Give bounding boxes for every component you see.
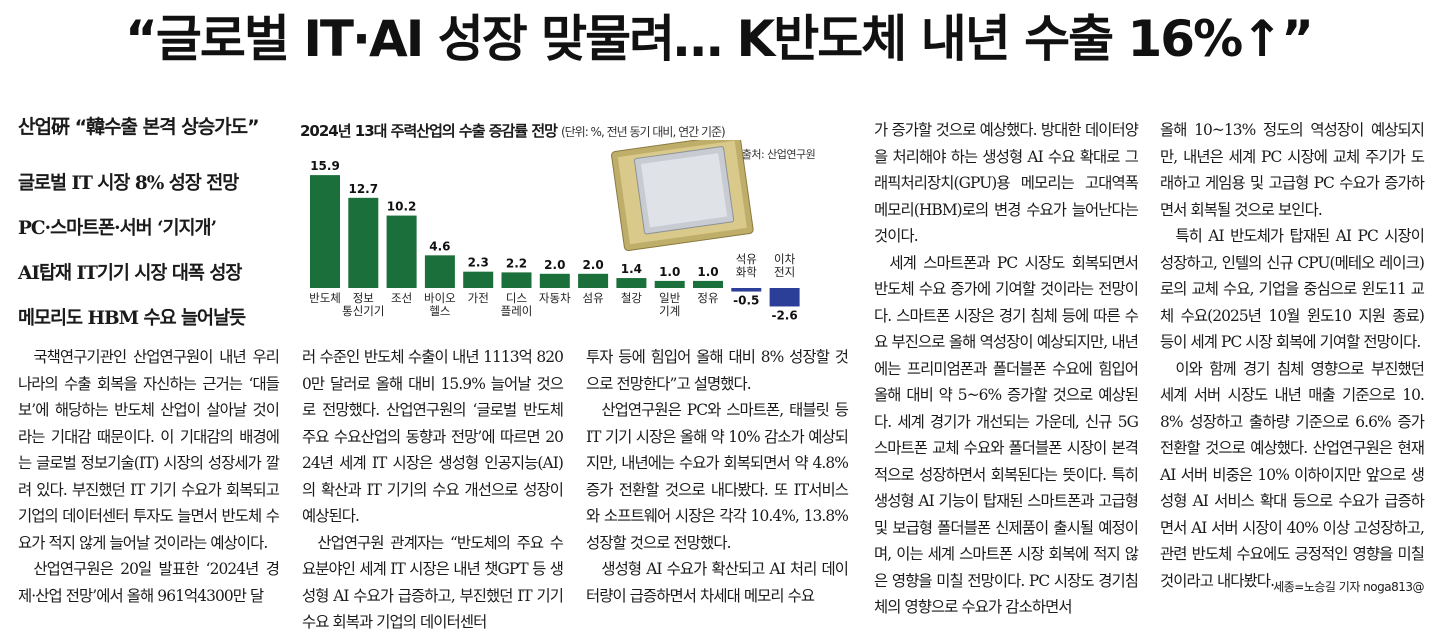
chart-category-label: 정유 — [697, 291, 718, 305]
chart-bar — [654, 280, 685, 288]
subhead-box: 산업硏 “韓수출 본격 상승가도” 글로벌 IT 시장 8% 성장 전망 PC·… — [18, 112, 286, 341]
chart-value-label: 1.0 — [697, 265, 718, 279]
chart-category-label: 헬스 — [429, 304, 450, 318]
paragraph: 올해 10~13% 정도의 역성장이 예상되지만, 내년은 세계 PC 시장에 … — [1160, 121, 1425, 219]
chart-unit: (단위: %, 전년 동기 대비, 연간 기준) — [560, 125, 726, 139]
article-column-2: 러 수준인 반도체 수출이 내년 1113억 8200만 달러로 올해 대비 1… — [302, 344, 564, 636]
paragraph: 투자 등에 힘입어 올해 대비 8% 성장할 것으로 전망한다”고 설명했다. — [586, 348, 849, 393]
chart-category-label: 디스 — [506, 291, 527, 305]
chart-category-label: 자동차 — [539, 291, 571, 305]
chart-bar — [310, 175, 340, 288]
paragraph: 이와 함께 경기 침체 영향으로 부진했던 세계 서버 시장도 내년 매출 기준… — [1160, 359, 1425, 590]
paragraph: 산업연구원은 PC와 스마트폰, 태블릿 등 IT 기기 시장은 올해 약 10… — [586, 401, 849, 552]
chart-bar — [731, 288, 762, 292]
chart-value-label: 12.7 — [348, 182, 378, 196]
article-column-4: 가 증가할 것으로 예상했다. 방대한 데이터양을 처리해야 하는 생성형 AI… — [874, 117, 1139, 621]
chart-bar — [616, 278, 647, 288]
headline: “글로벌 IT·AI 성장 맞물려… K반도체 내년 수출 16%↑” — [125, 10, 1314, 68]
chart-bar — [348, 197, 379, 288]
paragraph: 생성형 AI 수요가 확산되고 AI 처리 데이터량이 급증하면서 차세대 메모… — [586, 560, 849, 605]
byline: 세종=노승길 기자 noga813@ — [1273, 580, 1424, 594]
chart-value-label: 10.2 — [387, 200, 417, 214]
article-column-5: 올해 10~13% 정도의 역성장이 예상되지만, 내년은 세계 PC 시장에 … — [1160, 117, 1425, 601]
chart-value-label: 2.0 — [544, 258, 565, 272]
subhead-line: AI탑재 IT기기 시장 대폭 성장 — [18, 263, 242, 284]
chart-category-label: 철강 — [621, 291, 643, 305]
paragraph: 가 증가할 것으로 예상했다. 방대한 데이터양을 처리해야 하는 생성형 AI… — [874, 121, 1139, 245]
subhead-line: 글로벌 IT 시장 8% 성장 전망 — [18, 173, 239, 194]
chart-value-label: 1.0 — [659, 265, 680, 279]
paragraph: 국책연구기관인 산업연구원이 내년 우리나라의 수출 회복을 자신하는 근거는 … — [18, 348, 280, 552]
chart-category-label: 반도체 — [309, 291, 341, 305]
chart-category-label: 조선 — [391, 291, 412, 305]
chart-bar — [693, 280, 723, 288]
chart-category-label: 섬유 — [583, 291, 604, 305]
chart-category-label: 일반 — [659, 291, 681, 305]
article-column-1: 국책연구기관인 산업연구원이 내년 우리나라의 수출 회복을 자신하는 근거는 … — [18, 344, 280, 609]
chart-category-label: 통신기기 — [342, 304, 384, 318]
chart-category-label: 기계 — [659, 304, 680, 318]
cpu-chip-photo-icon — [611, 140, 754, 252]
paragraph: 세계 스마트폰과 PC 시장도 회복되면서 반도체 수요 증가에 기여할 것이라… — [874, 253, 1139, 617]
chart-value-label: 4.6 — [429, 239, 450, 253]
paragraph: 특히 AI 반도체가 탑재된 AI PC 시장이 성장하고, 인텔의 신규 CP… — [1160, 227, 1425, 351]
chart-source: ※ 출처: 산업연구원 — [730, 148, 816, 161]
chart-category-label: 화학 — [736, 265, 758, 279]
chart-value-label: 2.3 — [468, 256, 489, 270]
chart-bar — [463, 271, 494, 288]
chart-category-label: 정보 — [353, 291, 374, 305]
chart-bar — [578, 273, 609, 288]
paragraph: 산업연구원은 20일 발표한 ‘2024년 경제·산업 전망’에서 올해 961… — [18, 560, 280, 605]
chart-title: 2024년 13대 주력산업의 수출 증감률 전망 — [300, 122, 558, 140]
subhead-line: 메모리도 HBM 수요 늘어날듯 — [18, 308, 246, 329]
paragraph: 러 수준인 반도체 수출이 내년 1113억 8200만 달러로 올해 대비 1… — [302, 348, 564, 525]
chart-value-label: 1.4 — [621, 262, 642, 276]
chart-bar — [539, 273, 570, 288]
chart-bar — [424, 255, 455, 288]
chart-category-label: 전지 — [774, 265, 795, 279]
chart-value-label: 15.9 — [310, 159, 340, 173]
chart-value-label: -2.6 — [771, 308, 797, 322]
chart-category-label: 바이오 — [424, 291, 456, 305]
chart-title-row: 2024년 13대 주력산업의 수출 증감률 전망 (단위: %, 전년 동기 대… — [300, 120, 870, 141]
chart-value-label: 2.2 — [506, 256, 527, 270]
chart-category-label: 가전 — [468, 291, 489, 305]
article-column-3: 투자 등에 힘입어 올해 대비 8% 성장할 것으로 전망한다”고 설명했다. … — [586, 344, 849, 609]
chart-bar — [501, 272, 532, 288]
chart-bar — [769, 288, 800, 307]
chart-value-label: 2.0 — [582, 258, 603, 272]
subhead-line: PC·스마트폰·서버 ‘기지개’ — [18, 218, 217, 239]
chart-category-label: 이차 — [774, 252, 796, 266]
chart-category-label: 석유 — [736, 252, 757, 266]
chart-value-label: -0.5 — [733, 294, 759, 308]
chart-category-label: 플레이 — [501, 304, 533, 318]
subhead-title: 산업硏 “韓수출 본격 상승가도” — [18, 116, 260, 138]
paragraph: 산업연구원 관계자는 “반도체의 주요 수요분야인 세계 IT 시장은 내년 챗… — [302, 533, 564, 632]
chart-bar — [386, 215, 417, 288]
